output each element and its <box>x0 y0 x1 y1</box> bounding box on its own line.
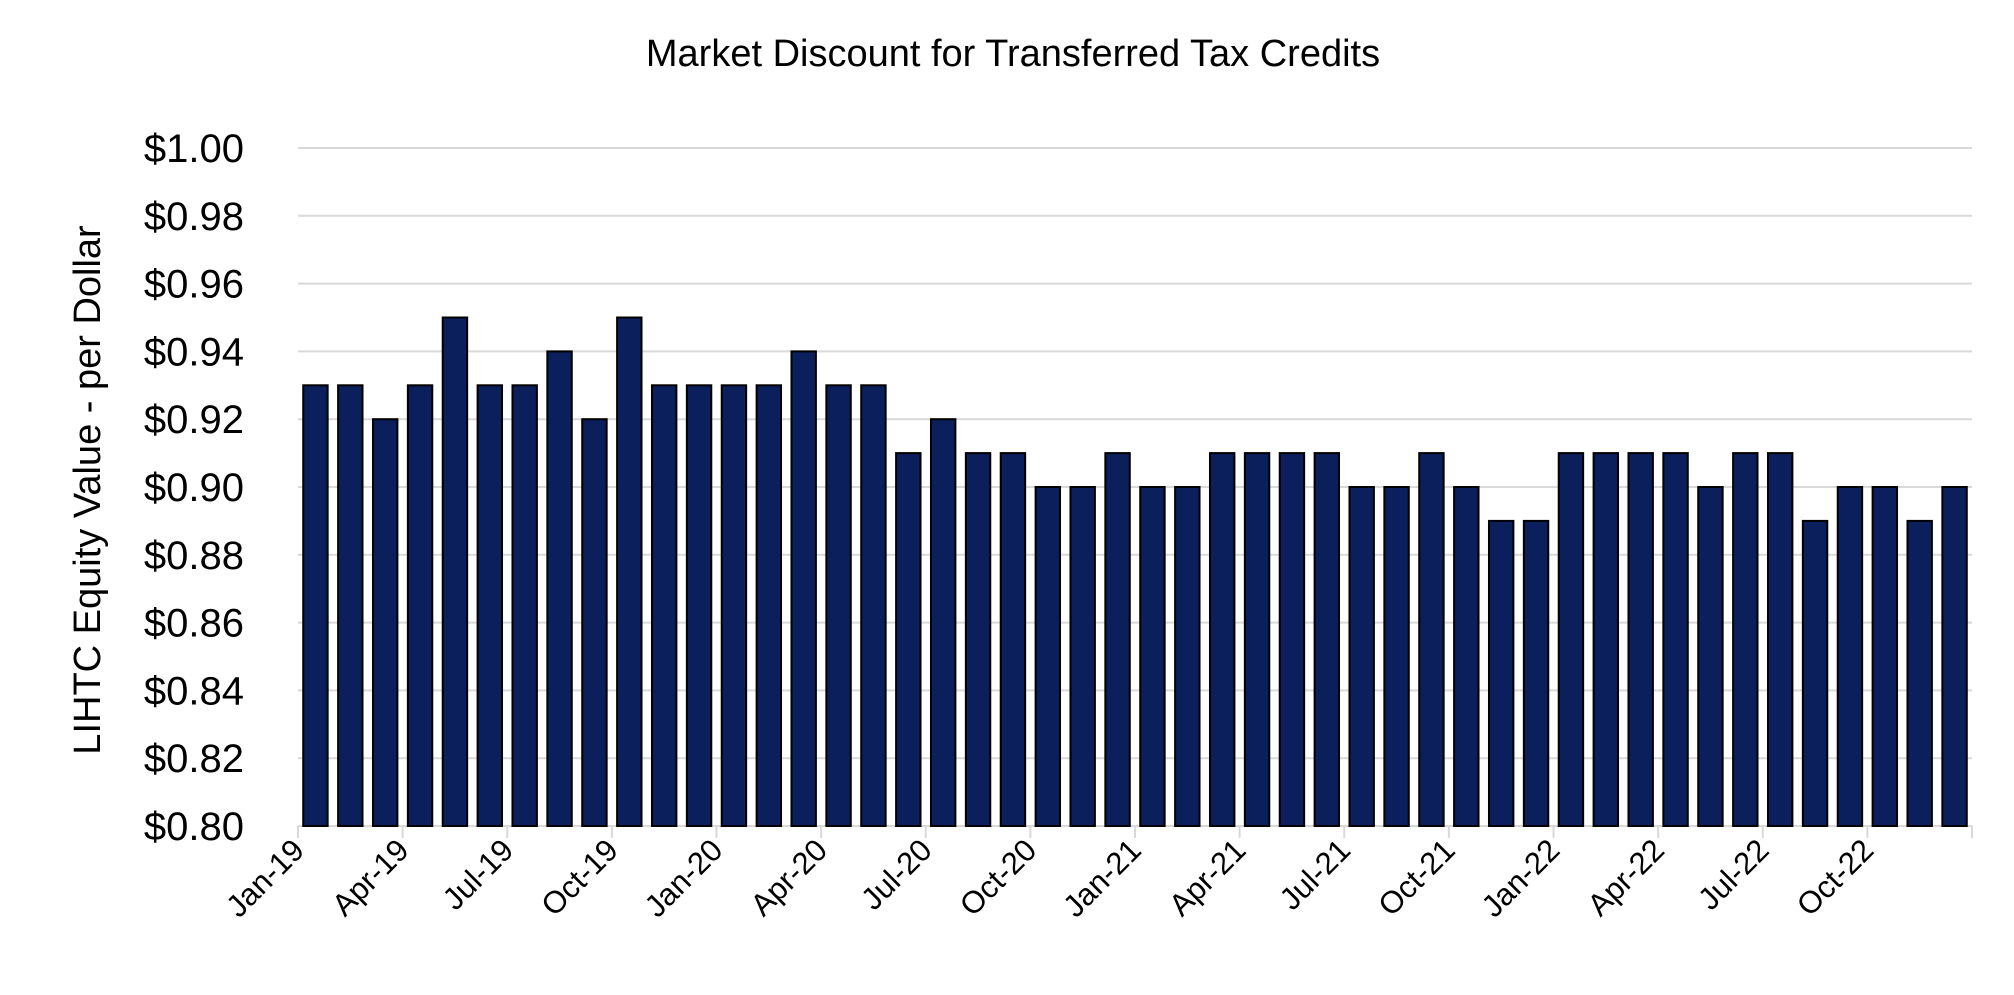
x-tick-label: Oct-22 <box>1790 832 1881 923</box>
y-tick-label: $0.92 <box>144 398 244 442</box>
bar-Feb-22 <box>1592 452 1620 827</box>
bars <box>302 316 1968 828</box>
bar-Aug-19 <box>546 350 573 827</box>
y-tick-label: $0.84 <box>144 669 244 713</box>
bar-Nov-19 <box>650 384 678 827</box>
x-tick-label: Apr-22 <box>1581 832 1672 923</box>
bar-Sep-19 <box>581 418 608 827</box>
bar-Jul-21 <box>1348 486 1375 827</box>
y-tick-label: $0.86 <box>144 602 244 646</box>
bar-Oct-21 <box>1453 486 1480 827</box>
y-tick-label: $0.90 <box>144 466 244 510</box>
x-tick-label: Jan-21 <box>1056 832 1148 924</box>
x-tick-labels: Jan-19 Apr-19 Jul-19 Oct-19 Jan-20 Apr-20 Jul-… <box>219 826 1973 924</box>
bar-Mar-20 <box>790 350 817 827</box>
x-tick-label: Oct-21 <box>1371 832 1462 923</box>
y-tick-label: $0.98 <box>144 195 244 239</box>
x-tick-label: Oct-20 <box>953 832 1044 923</box>
bar-Mar-22 <box>1627 452 1654 827</box>
bar-Sep-21 <box>1418 452 1445 827</box>
x-tick-label: Apr-21 <box>1162 832 1253 923</box>
bar-Oct-19 <box>616 316 643 827</box>
bar-Jun-19 <box>476 384 504 827</box>
x-tick-label: Jan-22 <box>1475 832 1567 924</box>
x-tick-label: Jul-21 <box>1273 832 1357 916</box>
bar-May-19 <box>441 316 469 827</box>
x-tick-label: Apr-19 <box>325 832 416 923</box>
bar-Jan-21 <box>1139 486 1166 827</box>
bar-May-22 <box>1697 486 1724 827</box>
bar-Jul-19 <box>511 384 538 827</box>
y-tick-labels: $0.80 $0.82 $0.84 $0.86 $0.88 $0.90 $0.92 $0.94… <box>144 127 244 849</box>
chart-title: Market Discount for Transferred Tax Cred… <box>646 33 1380 75</box>
bar-Oct-22 <box>1871 486 1899 827</box>
bar-Mar-21 <box>1208 452 1236 827</box>
bar-Feb-20 <box>755 384 783 827</box>
bar-May-20 <box>860 384 887 827</box>
bar-Aug-21 <box>1383 486 1410 827</box>
bar-Apr-19 <box>406 384 434 827</box>
bar-Jan-20 <box>720 384 748 827</box>
x-tick-label: Jul-22 <box>1691 832 1775 916</box>
y-tick-label: $0.80 <box>144 805 244 849</box>
y-tick-label: $0.94 <box>144 330 244 374</box>
bar-Feb-19 <box>337 384 364 827</box>
y-tick-label: $1.00 <box>144 127 244 171</box>
gridlines <box>298 147 1972 827</box>
bar-Feb-21 <box>1174 486 1201 827</box>
bar-May-21 <box>1278 452 1306 827</box>
x-tick-label: Jul-19 <box>436 832 520 916</box>
y-tick-label: $0.88 <box>144 534 244 578</box>
x-tick-label: Jan-20 <box>638 832 730 924</box>
bar-Oct-20 <box>1034 486 1062 827</box>
bar-Aug-22 <box>1801 519 1829 828</box>
bar-Dec-19 <box>685 384 713 827</box>
bar-Jul-22 <box>1766 452 1794 827</box>
x-tick-label: Apr-20 <box>744 832 835 923</box>
bar-Jan-19 <box>302 384 329 827</box>
bar-Sep-20 <box>999 452 1027 827</box>
bar-Nov-21 <box>1487 519 1515 828</box>
bar-Apr-21 <box>1243 452 1271 827</box>
bar-Jun-21 <box>1313 452 1341 827</box>
bar-Dec-22 <box>1941 486 1968 827</box>
x-tick-label: Jul-20 <box>854 832 938 916</box>
bar-Jun-22 <box>1732 452 1759 827</box>
y-axis-label: LIHTC Equity Value - per Dollar <box>67 225 109 755</box>
bar-Sep-22 <box>1836 486 1864 827</box>
bar-Apr-22 <box>1662 452 1689 827</box>
bar-Nov-20 <box>1069 486 1096 827</box>
bar-Aug-20 <box>964 452 992 827</box>
bar-Jun-20 <box>895 452 922 827</box>
x-tick-label: Oct-19 <box>534 832 625 923</box>
bar-Jul-20 <box>929 418 957 827</box>
bar-Dec-20 <box>1104 452 1131 827</box>
bar-Mar-19 <box>371 418 399 827</box>
bar-Nov-22 <box>1906 519 1933 828</box>
y-tick-label: $0.82 <box>144 737 244 781</box>
bar-Apr-20 <box>825 384 852 827</box>
bar-Dec-21 <box>1522 519 1550 828</box>
y-tick-label: $0.96 <box>144 263 244 307</box>
bar-Jan-22 <box>1557 452 1585 827</box>
